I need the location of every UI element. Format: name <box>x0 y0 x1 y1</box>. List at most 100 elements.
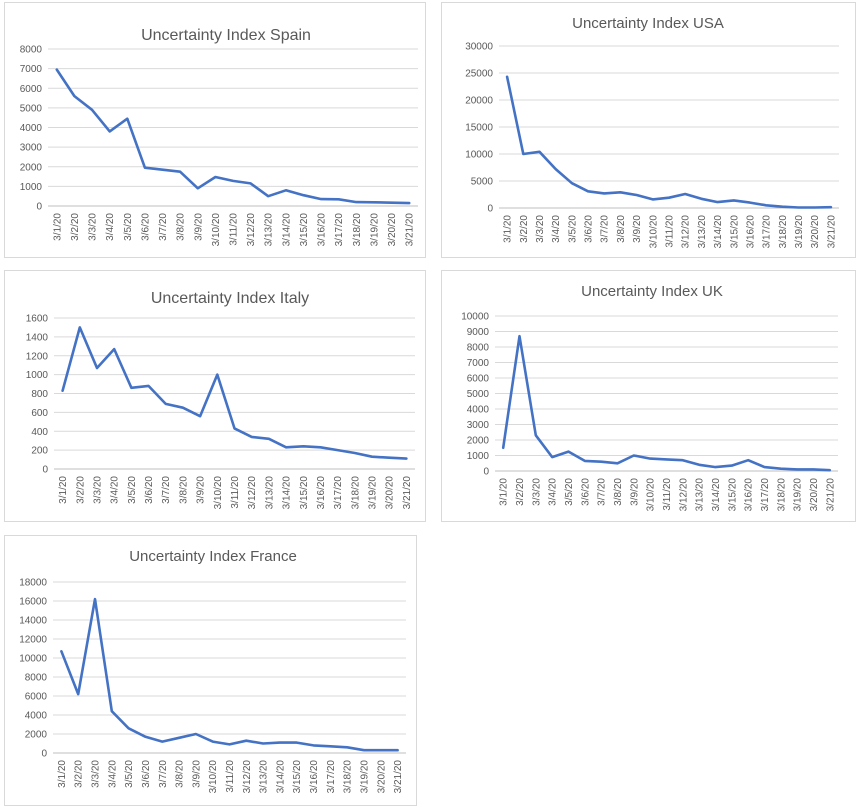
data-point <box>147 385 149 387</box>
data-point <box>245 739 247 741</box>
data-point <box>684 193 686 195</box>
data-point <box>161 168 163 170</box>
data-point <box>405 457 407 459</box>
data-point <box>665 458 667 460</box>
x-tick-label: 3/14/20 <box>711 478 722 512</box>
data-point <box>94 598 96 600</box>
x-tick-label: 3/2/20 <box>75 476 86 504</box>
y-tick-label: 0 <box>42 465 48 476</box>
data-point <box>603 192 605 194</box>
x-tick-label: 3/7/20 <box>158 213 169 241</box>
x-tick-label: 3/1/20 <box>503 215 514 243</box>
x-tick-label: 3/2/20 <box>70 213 81 241</box>
data-point <box>91 109 93 111</box>
data-point <box>373 201 375 203</box>
x-tick-label: 3/7/20 <box>600 215 611 243</box>
x-tick-label: 3/12/20 <box>247 476 258 510</box>
x-tick-label: 3/5/20 <box>123 213 134 241</box>
data-point <box>396 749 398 751</box>
data-point <box>633 454 635 456</box>
y-tick-label: 1000 <box>20 182 43 193</box>
x-tick-label: 3/19/20 <box>369 213 380 247</box>
data-point <box>814 206 816 208</box>
y-tick-label: 1400 <box>26 332 49 343</box>
x-tick-label: 3/7/20 <box>161 476 172 504</box>
x-tick-label: 3/14/20 <box>275 760 286 794</box>
x-tick-label: 3/19/20 <box>368 476 379 510</box>
y-tick-label: 6000 <box>20 84 43 95</box>
x-tick-label: 3/11/20 <box>229 213 240 246</box>
x-tick-label: 3/6/20 <box>141 760 152 788</box>
y-tick-label: 15000 <box>465 123 493 134</box>
x-tick-label: 3/10/20 <box>208 760 219 794</box>
x-tick-label: 3/20/20 <box>385 476 396 510</box>
x-tick-label: 3/3/20 <box>88 213 99 241</box>
data-point <box>649 457 651 459</box>
x-tick-label: 3/14/20 <box>713 215 724 249</box>
x-tick-label: 3/5/20 <box>564 478 575 506</box>
data-point <box>211 740 213 742</box>
x-tick-label: 3/10/20 <box>648 215 659 249</box>
data-point <box>56 68 58 70</box>
x-tick-label: 3/12/20 <box>678 478 689 512</box>
y-tick-label: 8000 <box>25 673 48 684</box>
x-tick-label: 3/19/20 <box>794 215 805 249</box>
series-line <box>505 75 833 209</box>
data-point <box>268 438 270 440</box>
x-tick-label: 3/4/20 <box>110 476 121 504</box>
x-tick-label: 3/5/20 <box>124 760 135 788</box>
data-point <box>763 466 765 468</box>
series-line <box>501 334 832 472</box>
x-tick-label: 3/14/20 <box>282 476 293 510</box>
x-tick-label: 3/21/20 <box>393 760 404 794</box>
data-point <box>380 749 382 751</box>
y-tick-label: 3000 <box>20 143 43 154</box>
data-point <box>390 201 392 203</box>
data-point <box>668 197 670 199</box>
x-tick-label: 3/15/20 <box>299 476 310 510</box>
x-tick-label: 3/7/20 <box>597 478 608 506</box>
data-point <box>522 153 524 155</box>
chart-spain: Uncertainty Index Spain 8000 7000 6000 5000 4… <box>20 27 418 247</box>
y-tick-label: 6000 <box>25 692 48 703</box>
x-tick-label: 3/4/20 <box>548 478 559 506</box>
data-point <box>312 744 314 746</box>
data-point <box>195 733 197 735</box>
y-tick-label: 4000 <box>467 405 490 416</box>
data-point <box>216 373 218 375</box>
y-tick-label: 5000 <box>471 177 494 188</box>
data-point <box>408 202 410 204</box>
x-tick-label: 3/8/20 <box>176 213 187 241</box>
x-tick-label: 3/19/20 <box>793 478 804 512</box>
y-tick-label: 10000 <box>465 150 493 161</box>
data-point <box>619 191 621 193</box>
x-tick-label: 3/13/20 <box>264 213 275 247</box>
x-tick-label: 3/11/20 <box>225 760 236 793</box>
x-tick-label: 3/21/20 <box>825 478 836 512</box>
data-point <box>96 367 98 369</box>
x-tick-label: 3/17/20 <box>333 476 344 510</box>
x-tick-label: 3/18/20 <box>350 476 361 510</box>
data-point <box>79 326 81 328</box>
x-tick-label: 3/20/20 <box>387 213 398 247</box>
data-point <box>113 348 115 350</box>
x-tick-label: 3/15/20 <box>299 213 310 247</box>
data-point <box>506 76 508 78</box>
data-point <box>302 445 304 447</box>
x-tick-label: 3/13/20 <box>695 478 706 512</box>
x-tick-label: 3/19/20 <box>359 760 370 794</box>
data-point <box>197 187 199 189</box>
data-point <box>338 198 340 200</box>
x-tick-label: 3/9/20 <box>193 213 204 241</box>
data-point <box>60 650 62 652</box>
data-point <box>179 170 181 172</box>
data-point <box>249 182 251 184</box>
y-tick-label: 10000 <box>461 312 489 323</box>
x-tick-label: 3/21/20 <box>402 476 413 510</box>
x-tick-label: 3/11/20 <box>665 215 676 248</box>
y-tick-label: 600 <box>31 408 48 419</box>
x-tick-label: 3/18/20 <box>778 215 789 249</box>
data-point <box>77 693 79 695</box>
x-tick-label: 3/12/20 <box>242 760 253 794</box>
x-tick-label: 3/10/20 <box>211 213 222 247</box>
